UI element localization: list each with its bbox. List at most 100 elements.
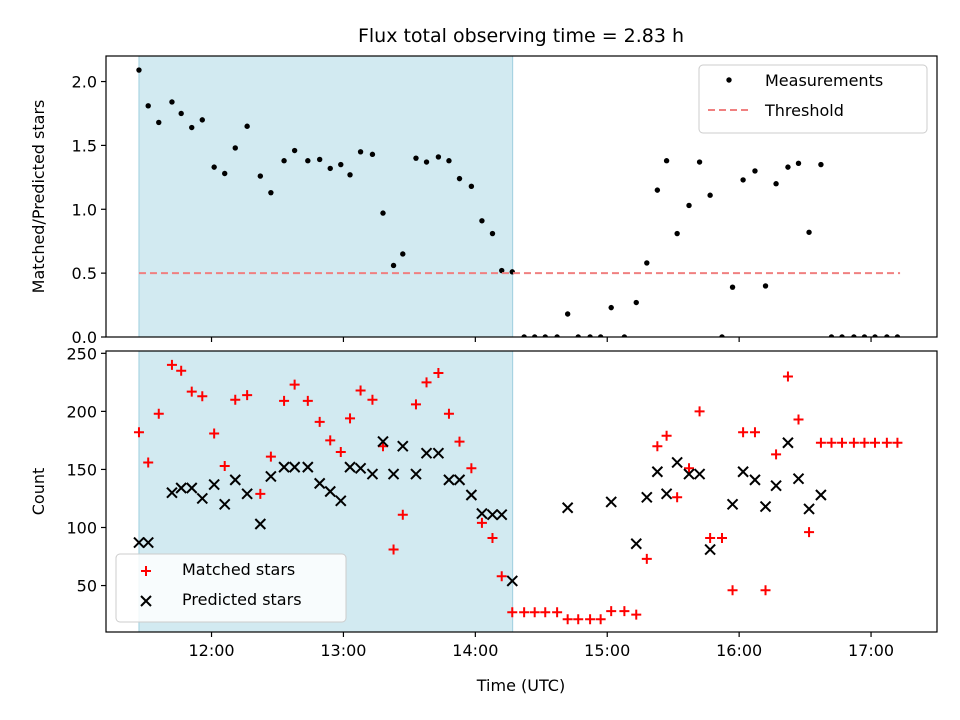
series-matched-stars <box>133 359 903 625</box>
matched-stars-point <box>727 585 738 596</box>
measurement-point <box>305 158 311 164</box>
measurement-point <box>851 334 857 337</box>
measurement-point <box>327 165 333 172</box>
predicted-stars-point <box>432 447 445 459</box>
matched-stars-point <box>804 527 815 538</box>
measurement-point <box>686 202 692 209</box>
matched-stars-point <box>335 447 346 458</box>
predicted-stars-point <box>420 447 433 459</box>
matched-stars-point <box>197 391 208 402</box>
y-tick-label: 150 <box>66 460 97 479</box>
measurement-point <box>400 251 406 257</box>
predicted-stars-point <box>397 440 409 452</box>
matched-stars-point <box>881 437 892 448</box>
y-tick-label: 100 <box>66 518 97 537</box>
legend: Matched stars Predicted stars <box>115 553 347 623</box>
measurement-point <box>268 189 274 196</box>
measurement-point <box>542 334 548 337</box>
legend-box <box>698 64 928 134</box>
measurement-point <box>608 304 614 311</box>
predicted-stars-point <box>443 474 455 486</box>
predicted-stars-point <box>759 500 772 513</box>
measurement-point <box>597 334 604 337</box>
measurement-point <box>347 172 353 178</box>
matched-stars-point <box>652 441 663 452</box>
measurement-point <box>719 334 725 337</box>
measurement-point <box>861 334 868 337</box>
predicted-stars-point <box>683 468 695 480</box>
matched-stars-point <box>388 544 399 555</box>
matched-stars-point <box>749 427 760 438</box>
chart-title: Flux total observing time = 2.83 h <box>358 25 684 47</box>
legend-box <box>115 553 347 623</box>
measurement-point <box>818 161 824 168</box>
matched-stars-point <box>230 394 241 405</box>
predicted-stars-point <box>387 468 400 480</box>
measurement-point <box>554 334 560 337</box>
measurement-point <box>413 155 419 161</box>
matched-stars-point <box>355 385 366 396</box>
predicted-stars-point <box>335 495 347 507</box>
y-tick-label: 250 <box>66 344 97 363</box>
matched-stars-point <box>166 359 177 370</box>
predicted-stars-point <box>302 461 314 473</box>
matched-stars-point <box>345 413 356 424</box>
measurement-point <box>839 334 845 337</box>
measurement-point <box>156 119 162 126</box>
y-tick-label: 1.5 <box>72 136 97 155</box>
predicted-stars-point <box>344 461 356 473</box>
measurement-point <box>244 123 250 129</box>
predicted-stars-point <box>749 474 761 486</box>
measurement-point <box>468 183 475 189</box>
measurement-point <box>446 158 452 164</box>
matched-stars-point <box>619 606 630 617</box>
measurement-point <box>564 311 571 317</box>
matched-stars-point <box>848 437 859 448</box>
matched-stars-point <box>760 585 771 596</box>
matched-stars-point <box>133 427 144 438</box>
legend-label: Predicted stars <box>182 590 302 609</box>
predicted-stars-point <box>651 466 664 478</box>
measurement-point <box>654 187 661 193</box>
x-tick-label: 16:00 <box>716 641 762 660</box>
matched-stars-point <box>433 368 444 379</box>
measurement-point <box>489 230 496 237</box>
predicted-stars-point <box>815 489 827 501</box>
matched-stars-point <box>595 614 606 625</box>
series-predicted-stars <box>133 435 827 587</box>
legend: Measurements Threshold <box>698 64 928 134</box>
legend-label: Threshold <box>764 101 844 120</box>
measurement-point <box>499 267 505 274</box>
measurement-point <box>707 192 713 198</box>
matched-stars-point <box>325 435 336 446</box>
predicted-stars-point <box>792 473 805 485</box>
count-panel: 50 100 150 200 250 12:00 13:00 14:00 15:00 16:00 1… <box>29 344 938 660</box>
measurement-point <box>621 334 628 337</box>
predicted-stars-point <box>506 575 518 587</box>
matched-stars-point <box>661 430 672 441</box>
matched-stars-point <box>837 437 848 448</box>
predicted-stars-point <box>219 498 231 510</box>
matched-stars-point <box>443 408 454 419</box>
matched-stars-point <box>519 607 530 618</box>
measurement-point <box>828 334 835 337</box>
predicted-stars-point <box>142 536 154 549</box>
measurement-point <box>575 334 581 337</box>
matched-stars-point <box>242 390 253 401</box>
measurement-point <box>390 262 397 269</box>
matched-stars-point <box>219 460 230 471</box>
matched-stars-point <box>153 408 164 419</box>
legend-marker-plus <box>141 566 151 576</box>
plot-area <box>136 67 901 337</box>
predicted-stars-point <box>313 477 326 490</box>
y-tick-label: 2.0 <box>72 73 97 92</box>
measurement-point <box>785 164 791 170</box>
matched-stars-point <box>176 365 187 376</box>
measurement-point <box>316 156 323 163</box>
measurement-point <box>696 159 703 165</box>
matched-stars-point <box>410 399 421 410</box>
predicted-stars-point <box>354 462 367 474</box>
measurement-point <box>211 164 217 170</box>
matched-stars-point <box>454 436 465 447</box>
predicted-stars-point <box>208 478 220 491</box>
